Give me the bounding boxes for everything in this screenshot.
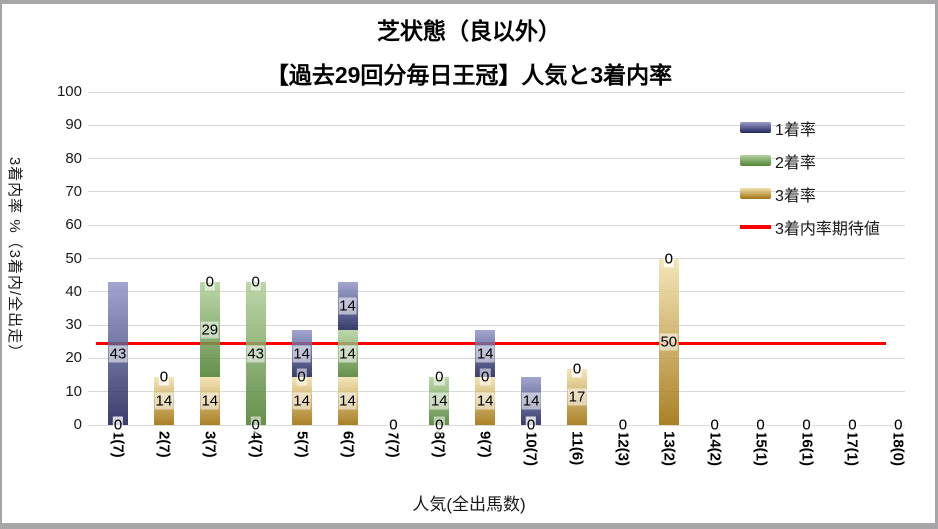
gridline bbox=[88, 391, 905, 393]
x-tick-text: 15(1) bbox=[752, 431, 770, 467]
data-label: 29 bbox=[200, 321, 220, 339]
y-tick-label: 30 bbox=[65, 316, 82, 334]
data-label: 0 bbox=[525, 416, 537, 434]
data-label: 14 bbox=[475, 392, 495, 410]
data-label: 0 bbox=[663, 250, 674, 267]
data-label: 0 bbox=[250, 273, 261, 291]
x-tick-text: 2(7) bbox=[155, 431, 173, 458]
legend-item: 3着率 bbox=[740, 177, 880, 210]
x-tick-text: 6(7) bbox=[339, 431, 356, 458]
y-axis-title: 3着内率 %（3着内/全出走） bbox=[6, 156, 24, 361]
data-label: 43 bbox=[108, 345, 128, 363]
legend-line-swatch-icon bbox=[740, 224, 771, 229]
data-label: 0 bbox=[250, 416, 261, 434]
legend-label: 1着率 bbox=[775, 121, 816, 139]
x-tick-text: 13(2) bbox=[660, 431, 678, 467]
legend-label: 2着率 bbox=[775, 154, 816, 172]
x-tick-text: 18(0) bbox=[889, 431, 907, 467]
gridline bbox=[88, 357, 905, 359]
gridline bbox=[88, 124, 905, 126]
y-tick-label: 90 bbox=[65, 116, 82, 134]
y-tick-label: 10 bbox=[65, 382, 82, 400]
gridline bbox=[88, 424, 905, 426]
y-tick-label: 40 bbox=[65, 282, 82, 300]
data-label: 0 bbox=[158, 368, 170, 386]
legend-bar-swatch-icon bbox=[740, 155, 771, 166]
data-label: 0 bbox=[709, 416, 720, 434]
data-label: 14 bbox=[154, 392, 174, 410]
y-tick-label: 70 bbox=[65, 182, 82, 200]
gridline bbox=[88, 291, 905, 293]
data-label: 0 bbox=[434, 416, 445, 434]
data-label: 14 bbox=[338, 345, 357, 363]
y-tick-label: 100 bbox=[56, 83, 82, 100]
x-tick-text: 11(6) bbox=[568, 431, 586, 466]
y-tick-label: 20 bbox=[65, 349, 82, 367]
data-label: 50 bbox=[659, 333, 679, 351]
data-label: 0 bbox=[893, 416, 904, 434]
data-label: 14 bbox=[200, 392, 220, 410]
data-label: 14 bbox=[475, 345, 495, 363]
data-label: 14 bbox=[338, 297, 357, 315]
gridline bbox=[88, 158, 905, 160]
data-label: 14 bbox=[292, 392, 311, 410]
data-label: 14 bbox=[429, 392, 449, 410]
x-tick-text: 10(7) bbox=[522, 431, 540, 467]
data-label: 0 bbox=[112, 416, 124, 434]
data-label: 0 bbox=[801, 416, 812, 434]
x-axis-title: 人気(全出馬数) bbox=[412, 495, 526, 514]
x-tick-text: 9(7) bbox=[476, 431, 494, 458]
legend-label: 3着内率期待値 bbox=[775, 220, 880, 238]
x-tick-text: 17(1) bbox=[843, 431, 861, 467]
legend-bar-swatch-icon bbox=[740, 122, 771, 133]
page-subtitle: 【過去29回分毎日王冠】人気と3着内率 bbox=[265, 62, 673, 88]
legend-bar-swatch-icon bbox=[740, 188, 771, 199]
legend-item: 3着内率期待値 bbox=[740, 210, 880, 243]
data-label: 0 bbox=[571, 360, 583, 378]
x-tick-text: 16(1) bbox=[798, 431, 815, 467]
x-tick-text: 14(2) bbox=[706, 431, 724, 467]
y-tick-label: 80 bbox=[65, 149, 82, 167]
data-label: 0 bbox=[434, 368, 445, 386]
x-tick-text: 12(3) bbox=[614, 431, 632, 467]
gridline bbox=[88, 191, 905, 193]
y-tick-label: 50 bbox=[65, 249, 82, 267]
legend-label: 3着率 bbox=[775, 187, 816, 205]
data-label: 0 bbox=[755, 416, 766, 434]
legend: 1着率 2着率 3着率 3着内率期待値 bbox=[740, 111, 880, 243]
data-label: 17 bbox=[567, 388, 587, 406]
x-tick-text: 4(7) bbox=[247, 431, 265, 458]
legend-item: 1着率 bbox=[740, 111, 880, 144]
x-tick-text: 3(7) bbox=[201, 431, 219, 458]
y-tick-label: 0 bbox=[73, 416, 82, 433]
data-label: 0 bbox=[296, 368, 307, 386]
y-tick-label: 60 bbox=[65, 216, 82, 234]
gridline bbox=[88, 258, 905, 259]
x-tick-text: 1(7) bbox=[109, 431, 127, 458]
data-label: 14 bbox=[292, 345, 311, 363]
data-label: 0 bbox=[847, 416, 858, 434]
x-tick-text: 7(7) bbox=[384, 431, 402, 458]
chart-canvas bbox=[2, 4, 935, 523]
gridline bbox=[88, 91, 905, 93]
data-label: 0 bbox=[480, 368, 491, 386]
data-label: 0 bbox=[617, 416, 629, 434]
data-label: 14 bbox=[521, 392, 541, 410]
legend-item: 2着率 bbox=[740, 144, 880, 177]
x-tick-text: 5(7) bbox=[293, 431, 311, 458]
x-tick-text: 8(7) bbox=[430, 431, 448, 458]
page-title: 芝状態（良以外） bbox=[377, 18, 561, 44]
gridline bbox=[88, 224, 905, 226]
data-label: 14 bbox=[338, 392, 357, 410]
data-label: 0 bbox=[388, 416, 399, 434]
data-label: 0 bbox=[204, 273, 215, 291]
data-label: 43 bbox=[246, 345, 266, 363]
gridline bbox=[88, 324, 905, 326]
